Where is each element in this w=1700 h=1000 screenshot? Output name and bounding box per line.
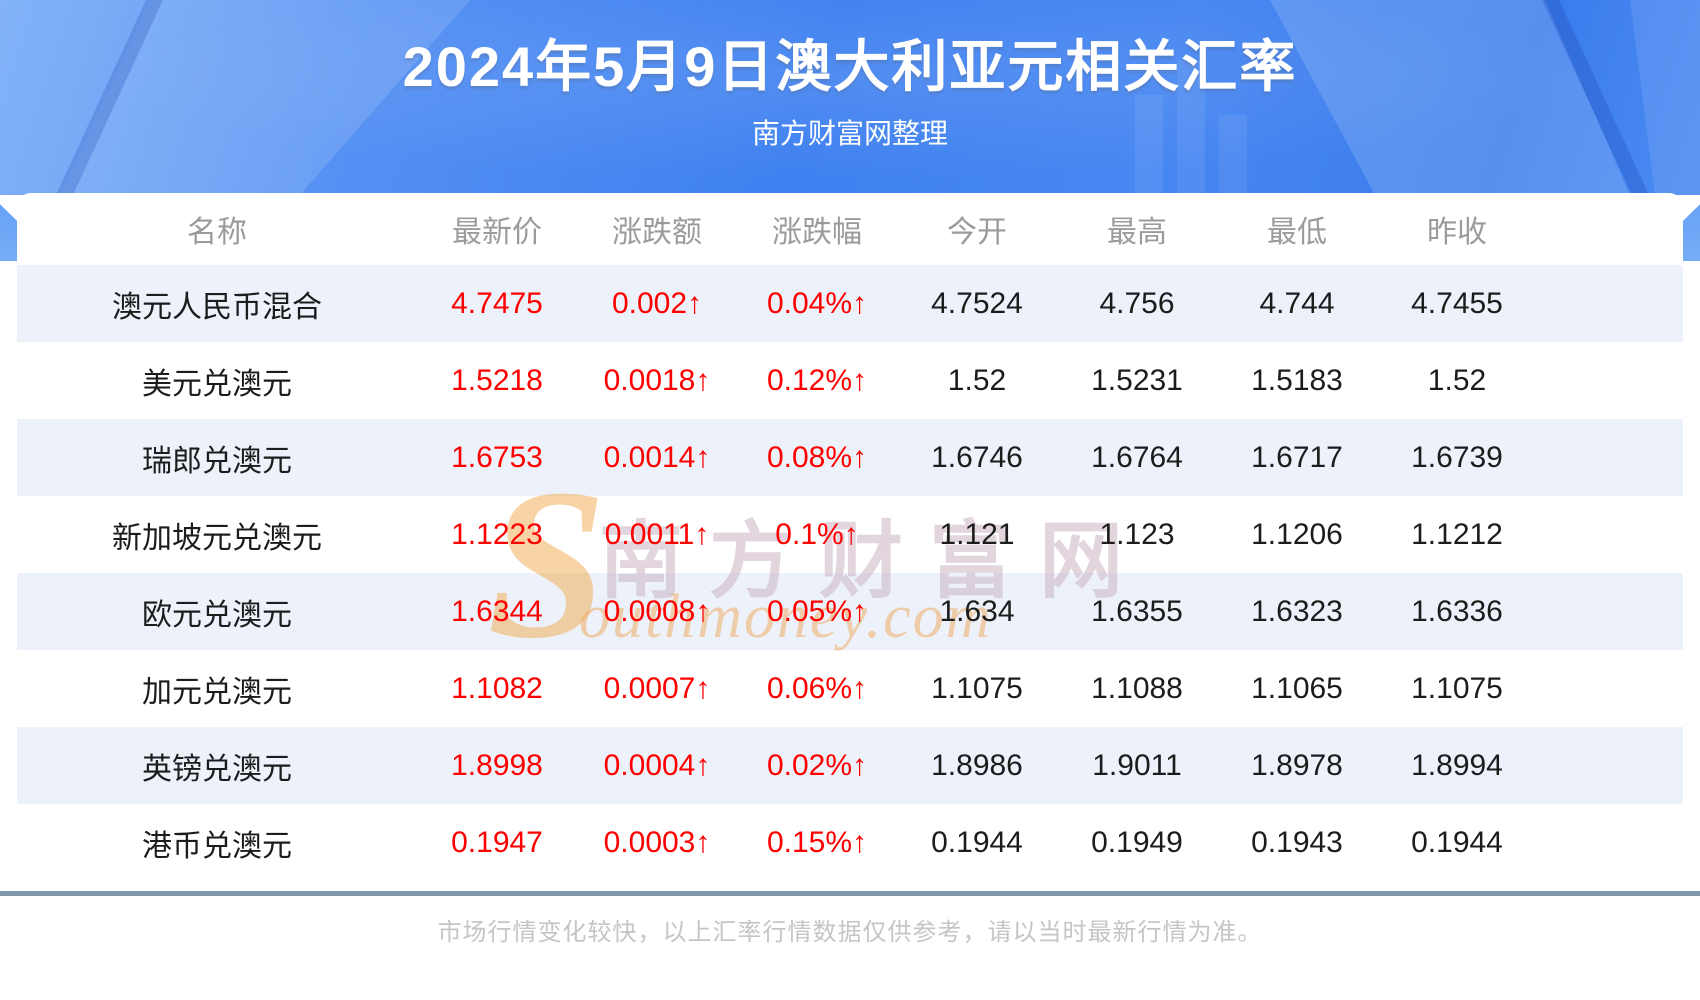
- cell-change: 0.0011↑: [604, 517, 710, 551]
- cell-high: 1.123: [1099, 517, 1175, 551]
- cell-low: 1.6717: [1251, 440, 1343, 474]
- cell-prev-close: 1.52: [1427, 363, 1487, 397]
- cell-low: 1.6323: [1251, 594, 1343, 628]
- cell-latest: 1.1223: [451, 517, 543, 551]
- cell-name: 欧元兑澳元: [142, 598, 292, 632]
- cell-change-pct: 0.15%↑: [766, 825, 868, 859]
- cell-prev-close: 1.1212: [1411, 517, 1503, 551]
- cell-high: 1.6355: [1091, 594, 1183, 628]
- table-body: 澳元人民币混合 4.7475 0.002↑ 0.04%↑ 4.7524 4.756 4.74…: [17, 265, 1683, 881]
- column-header-prev-close: 昨收: [1427, 216, 1487, 249]
- table-row: 美元兑澳元 1.5218 0.0018↑ 0.12%↑ 1.52 1.5231 1.5183…: [17, 342, 1683, 419]
- table-row: 加元兑澳元 1.1082 0.0007↑ 0.06%↑ 1.1075 1.1088 1.10…: [17, 650, 1683, 727]
- table-row: 瑞郎兑澳元 1.6753 0.0014↑ 0.08%↑ 1.6746 1.6764 1.67…: [17, 419, 1683, 496]
- cell-change-pct: 0.05%↑: [766, 594, 868, 628]
- column-header-latest: 最新价: [452, 216, 542, 249]
- cell-open: 1.8986: [931, 748, 1023, 782]
- column-header-open: 今开: [947, 216, 1007, 249]
- cell-open: 1.52: [947, 363, 1007, 397]
- cell-low: 0.1943: [1251, 825, 1343, 859]
- cell-low: 1.8978: [1251, 748, 1343, 782]
- cell-change: 0.0008↑: [603, 594, 711, 628]
- hero-faint-bar: [1135, 95, 1163, 195]
- cell-high: 4.756: [1099, 286, 1175, 320]
- cell-change-pct: 0.06%↑: [766, 671, 868, 705]
- cell-prev-close: 0.1944: [1411, 825, 1503, 859]
- cell-change-pct: 0.12%↑: [766, 363, 868, 397]
- table-row: 欧元兑澳元 1.6344 0.0008↑ 0.05%↑ 1.634 1.6355 1.632…: [17, 573, 1683, 650]
- cell-latest: 1.8998: [451, 748, 543, 782]
- cell-low: 4.744: [1259, 286, 1335, 320]
- cell-change: 0.0014↑: [603, 440, 711, 474]
- cell-change-pct: 0.02%↑: [766, 748, 868, 782]
- hero-banner: 2024年5月9日澳大利亚元相关汇率 南方财富网整理: [0, 0, 1700, 195]
- cell-latest: 1.1082: [451, 671, 543, 705]
- footer-disclaimer: 市场行情变化较快，以上汇率行情数据仅供参考，请以当时最新行情为准。: [437, 919, 1263, 946]
- cell-prev-close: 4.7455: [1411, 286, 1503, 320]
- cell-high: 1.5231: [1091, 363, 1183, 397]
- cell-open: 4.7524: [931, 286, 1023, 320]
- table-row: 港币兑澳元 0.1947 0.0003↑ 0.15%↑ 0.1944 0.1949 0.19…: [17, 804, 1683, 881]
- cell-change: 0.0004↑: [603, 748, 711, 782]
- column-header-high: 最高: [1107, 216, 1167, 249]
- cell-open: 1.634: [939, 594, 1015, 628]
- cell-prev-close: 1.1075: [1411, 671, 1503, 705]
- cell-open: 1.1075: [931, 671, 1023, 705]
- cell-open: 1.6746: [931, 440, 1023, 474]
- hero-faint-bar: [1177, 60, 1205, 195]
- footer-divider-line: [0, 891, 1700, 896]
- cell-latest: 1.6344: [451, 594, 543, 628]
- cell-latest: 0.1947: [451, 825, 543, 859]
- page-subtitle: 南方财富网整理: [751, 118, 948, 149]
- table-row: 澳元人民币混合 4.7475 0.002↑ 0.04%↑ 4.7524 4.756 4.74…: [17, 265, 1683, 342]
- cell-latest: 1.6753: [451, 440, 543, 474]
- cell-change-pct: 0.08%↑: [766, 440, 868, 474]
- cell-prev-close: 1.6739: [1411, 440, 1503, 474]
- cell-open: 1.121: [939, 517, 1015, 551]
- cell-name: 加元兑澳元: [142, 675, 292, 709]
- column-header-low: 最低: [1267, 216, 1327, 249]
- cell-low: 1.1065: [1251, 671, 1343, 705]
- cell-name: 港币兑澳元: [142, 829, 292, 863]
- cell-change: 0.0007↑: [603, 671, 711, 705]
- cell-open: 0.1944: [931, 825, 1023, 859]
- cell-change-pct: 0.04%↑: [766, 286, 868, 320]
- cell-change: 0.0003↑: [603, 825, 711, 859]
- cell-prev-close: 1.6336: [1411, 594, 1503, 628]
- column-header-change-pct: 涨跌幅: [772, 216, 862, 249]
- cell-high: 1.9011: [1092, 748, 1182, 782]
- cell-low: 1.5183: [1251, 363, 1343, 397]
- cell-name: 瑞郎兑澳元: [142, 444, 292, 478]
- column-header-change: 涨跌额: [612, 216, 702, 249]
- cell-change-pct: 0.1%↑: [775, 517, 859, 551]
- cell-name: 新加坡元兑澳元: [112, 521, 322, 555]
- cell-name: 英镑兑澳元: [142, 752, 292, 786]
- cell-name: 美元兑澳元: [142, 367, 292, 401]
- table-row: 英镑兑澳元 1.8998 0.0004↑ 0.02%↑ 1.8986 1.9011 1.89…: [17, 727, 1683, 804]
- row-stripes-background: [17, 265, 1683, 881]
- cell-latest: 4.7475: [451, 286, 543, 320]
- table-header-row: 名称 最新价 涨跌额 涨跌幅 今开 最高 最低 昨收: [17, 193, 1683, 265]
- hero-glow: [0, 0, 1700, 195]
- cell-change: 0.002↑: [611, 286, 703, 320]
- table-row: 新加坡元兑澳元 1.1223 0.0011↑ 0.1%↑ 1.121 1.123 1.120…: [17, 496, 1683, 573]
- cell-latest: 1.5218: [451, 363, 543, 397]
- cell-high: 1.1088: [1091, 671, 1183, 705]
- hero-faint-bar: [1219, 115, 1247, 195]
- cell-high: 1.6764: [1091, 440, 1183, 474]
- cell-prev-close: 1.8994: [1411, 748, 1503, 782]
- cell-low: 1.1206: [1251, 517, 1343, 551]
- column-header-name: 名称: [187, 216, 247, 249]
- rates-table-panel: 名称 最新价 涨跌额 涨跌幅 今开 最高 最低 昨收 S 南方财富网 outhm…: [17, 193, 1683, 881]
- cell-high: 0.1949: [1091, 825, 1183, 859]
- page-title: 2024年5月9日澳大利亚元相关汇率: [402, 35, 1298, 98]
- cell-change: 0.0018↑: [603, 363, 711, 397]
- cell-name: 澳元人民币混合: [112, 290, 322, 324]
